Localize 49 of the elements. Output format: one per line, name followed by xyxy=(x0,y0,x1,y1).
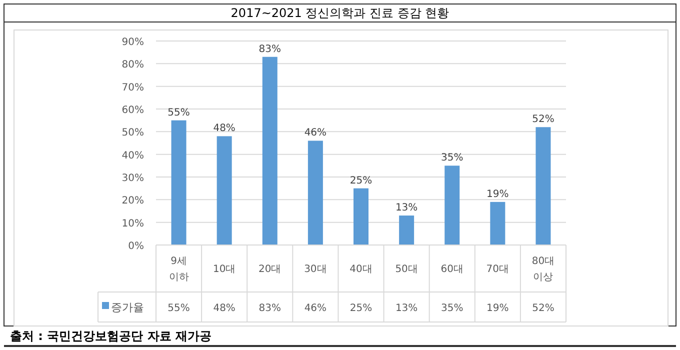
bar xyxy=(399,216,414,245)
x-tick-label: 20대 xyxy=(258,264,282,275)
x-tick-label: 70대 xyxy=(486,264,510,275)
text: 13% xyxy=(395,202,418,214)
text: 19% xyxy=(486,188,509,200)
text: 52% xyxy=(532,114,554,126)
x-tick-label: 60대 xyxy=(440,264,464,275)
text: 83% xyxy=(258,44,282,55)
data-label: 25% xyxy=(350,303,372,314)
bar xyxy=(216,136,232,245)
y-tick-label: 30% xyxy=(122,173,144,184)
bar xyxy=(171,120,186,245)
text: 46% xyxy=(304,128,327,139)
x-tick-label: 10대 xyxy=(212,264,236,275)
x-tick-label: 80대 이상 xyxy=(532,256,555,283)
y-tick-label: 20% xyxy=(122,196,144,207)
y-tick-label: 80% xyxy=(122,60,144,71)
bar xyxy=(262,56,278,245)
data-label: 19% xyxy=(486,303,509,314)
data-label: 35% xyxy=(440,303,464,314)
bar xyxy=(308,140,323,245)
bar xyxy=(490,202,506,245)
text: 55% xyxy=(168,107,190,118)
data-label: 13% xyxy=(395,303,418,314)
y-tick-label: 60% xyxy=(122,105,144,116)
y-tick-label: 90% xyxy=(122,37,144,48)
bar xyxy=(536,127,551,245)
text: 35% xyxy=(440,152,464,164)
data-label: 83% xyxy=(258,303,282,314)
y-tick-label: 10% xyxy=(122,218,144,230)
x-tick-label: 50대 xyxy=(395,264,418,275)
bar xyxy=(444,166,460,245)
data-label: 48% xyxy=(213,303,236,314)
x-tick-label: 30대 xyxy=(304,264,327,275)
x-tick-label: 9세 이하 xyxy=(168,256,189,283)
y-tick-label: 0% xyxy=(128,241,144,252)
bar xyxy=(354,188,368,245)
data-label: 52% xyxy=(532,303,554,314)
legend-label: 증가율 xyxy=(111,301,144,314)
text: 25% xyxy=(350,175,372,186)
y-tick-label: 50% xyxy=(122,128,144,139)
chart-title: 2017~2021 정신의학과 진료 증감 현황 xyxy=(230,6,450,20)
source-note: 출처 : 국민건강보험공단 자료 재가공 xyxy=(10,329,212,343)
y-tick-label: 40% xyxy=(122,150,144,162)
x-tick-label: 40대 xyxy=(350,264,372,275)
data-label: 55% xyxy=(168,303,190,314)
text: 48% xyxy=(213,123,236,134)
y-tick-label: 70% xyxy=(122,82,144,94)
data-label: 46% xyxy=(304,303,327,314)
